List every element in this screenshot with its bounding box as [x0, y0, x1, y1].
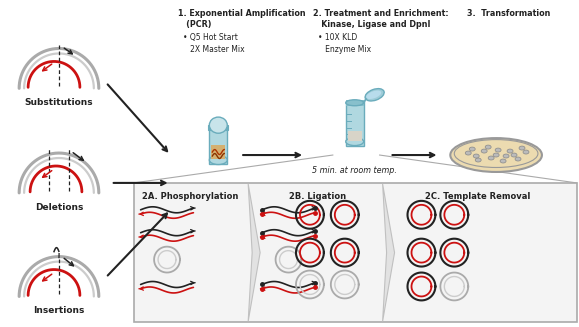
Text: • Q5 Hot Start
   2X Master Mix: • Q5 Hot Start 2X Master Mix: [184, 33, 245, 54]
Ellipse shape: [515, 157, 521, 161]
Bar: [346, 101, 364, 146]
Bar: [348, 131, 362, 141]
Ellipse shape: [488, 156, 494, 160]
Ellipse shape: [365, 89, 384, 101]
Ellipse shape: [210, 156, 228, 164]
Ellipse shape: [507, 149, 513, 153]
Ellipse shape: [503, 154, 509, 158]
Text: 2A. Phosphorylation: 2A. Phosphorylation: [142, 192, 239, 201]
Ellipse shape: [523, 150, 529, 154]
Text: 1. Exponential Amplification
   (PCR): 1. Exponential Amplification (PCR): [178, 9, 306, 29]
Ellipse shape: [366, 91, 381, 99]
Polygon shape: [248, 184, 260, 321]
Ellipse shape: [346, 138, 364, 146]
Ellipse shape: [469, 147, 475, 151]
Text: • 10X KLD
   Enzyme Mix: • 10X KLD Enzyme Mix: [318, 33, 371, 54]
Text: 5 min. at room temp.: 5 min. at room temp.: [312, 166, 397, 175]
Ellipse shape: [511, 153, 517, 157]
Polygon shape: [383, 184, 394, 321]
Bar: [210, 126, 228, 164]
Bar: [346, 100, 364, 106]
Ellipse shape: [493, 153, 499, 157]
Ellipse shape: [485, 145, 491, 149]
Ellipse shape: [450, 138, 542, 172]
Ellipse shape: [473, 154, 479, 158]
Text: Deletions: Deletions: [35, 203, 83, 212]
Ellipse shape: [495, 148, 501, 152]
Text: 2C. Template Removal: 2C. Template Removal: [424, 192, 530, 201]
Ellipse shape: [500, 159, 506, 163]
Ellipse shape: [475, 158, 481, 162]
Text: 3.  Transformation: 3. Transformation: [467, 9, 551, 18]
Text: Substitutions: Substitutions: [25, 98, 93, 107]
Ellipse shape: [210, 117, 228, 133]
Text: Insertions: Insertions: [34, 306, 85, 315]
Bar: [134, 183, 577, 322]
Bar: [208, 125, 228, 130]
Ellipse shape: [466, 151, 471, 155]
Text: 2B. Ligation: 2B. Ligation: [290, 192, 346, 201]
Ellipse shape: [346, 100, 364, 106]
Text: 2. Treatment and Enrichment:
   Kinase, Ligase and DpnI: 2. Treatment and Enrichment: Kinase, Lig…: [313, 9, 449, 29]
Ellipse shape: [519, 146, 525, 150]
Ellipse shape: [481, 149, 487, 153]
Bar: [211, 145, 225, 159]
